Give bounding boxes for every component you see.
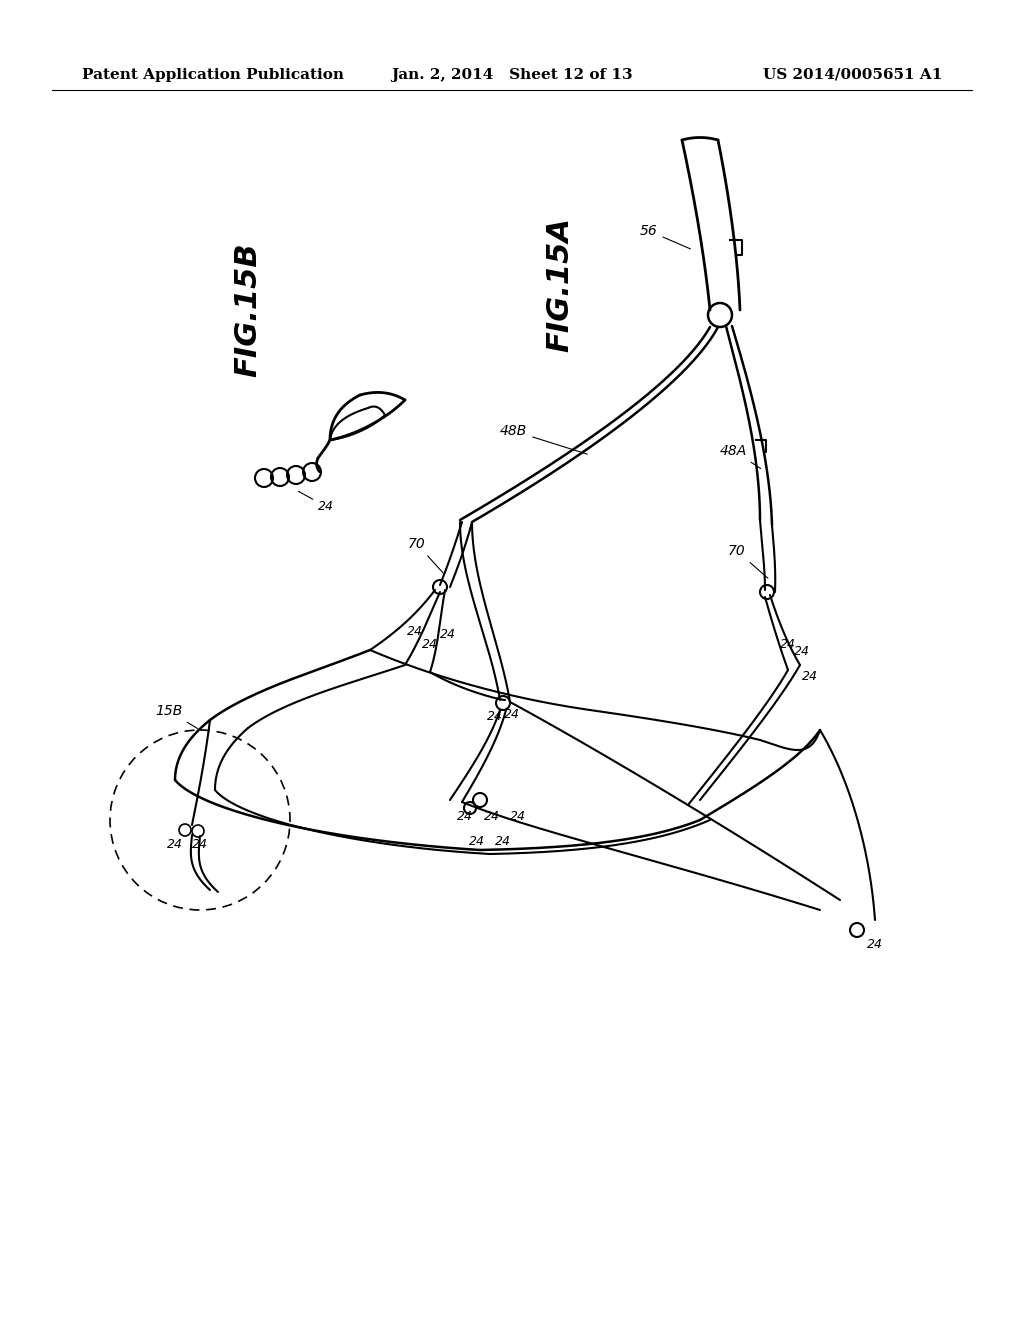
Text: 24: 24 bbox=[510, 810, 526, 822]
Text: 24: 24 bbox=[495, 836, 511, 847]
Text: 24: 24 bbox=[484, 810, 500, 822]
Text: 48A: 48A bbox=[720, 444, 761, 469]
Text: 15B: 15B bbox=[155, 704, 198, 729]
Text: 48B: 48B bbox=[500, 424, 588, 454]
Text: US 2014/0005651 A1: US 2014/0005651 A1 bbox=[763, 69, 942, 82]
Text: 24: 24 bbox=[780, 638, 796, 651]
Text: 24: 24 bbox=[440, 628, 456, 642]
Text: 24: 24 bbox=[469, 836, 485, 847]
Text: 24: 24 bbox=[802, 671, 818, 682]
Text: 24: 24 bbox=[298, 491, 334, 513]
Text: 70: 70 bbox=[408, 537, 443, 573]
Text: FIG.15A: FIG.15A bbox=[546, 218, 574, 352]
Text: 24: 24 bbox=[407, 624, 423, 638]
Text: 24: 24 bbox=[504, 708, 520, 721]
Text: 24: 24 bbox=[167, 838, 183, 851]
Text: 24: 24 bbox=[422, 638, 438, 651]
Text: FIG.15B: FIG.15B bbox=[233, 243, 262, 378]
Text: 24: 24 bbox=[794, 645, 810, 657]
Text: 70: 70 bbox=[728, 544, 768, 578]
Text: 24: 24 bbox=[487, 710, 503, 723]
Text: Patent Application Publication: Patent Application Publication bbox=[82, 69, 344, 82]
Text: 24: 24 bbox=[193, 838, 208, 851]
Text: 56: 56 bbox=[640, 224, 690, 249]
Text: Jan. 2, 2014   Sheet 12 of 13: Jan. 2, 2014 Sheet 12 of 13 bbox=[391, 69, 633, 82]
Text: 24: 24 bbox=[457, 810, 473, 822]
Text: 24: 24 bbox=[867, 939, 883, 950]
